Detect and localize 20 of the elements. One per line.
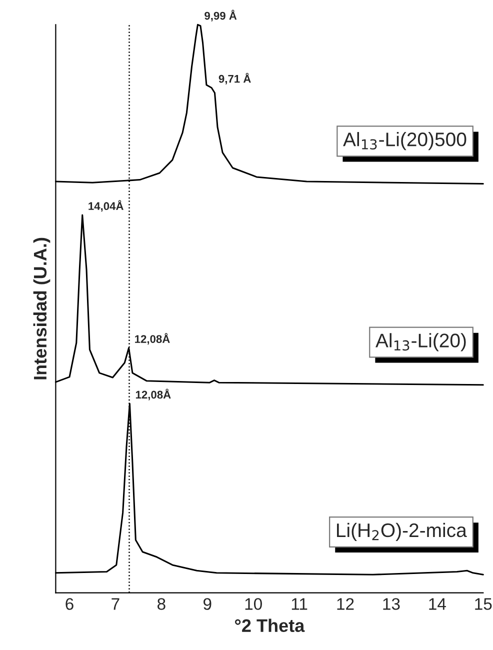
annotation: 12,08Å [135,333,170,345]
x-tick-label: 7 [112,598,120,610]
x-axis-title: °2 Theta [235,618,305,632]
x-tick-label: 12 [337,598,354,610]
y-axis-title: Intensidad (U.A.) [33,238,50,380]
series-label: Li(H$_{2}$O)-2-mica [337,522,467,541]
x-tick-label: 11 [292,598,308,610]
series-label: Al$_{13}$-Li(20)500 [343,132,466,150]
annotation: 9,99 Å [204,10,237,22]
series-label: Al$_{13}$-Li(20) [376,333,466,352]
x-tick-label: 6 [66,598,74,610]
annotation: 9,71 Å [218,72,251,84]
x-tick-label: 15 [475,598,492,610]
x-tick-label: 8 [158,598,166,610]
annotation: 12,08Å [136,388,171,400]
x-tick-label: 9 [204,598,212,610]
annotation: 14,04Å [88,200,124,212]
x-tick-label: 10 [245,598,262,610]
x-tick-label: 13 [383,598,400,610]
x-tick-label: 14 [429,598,446,610]
